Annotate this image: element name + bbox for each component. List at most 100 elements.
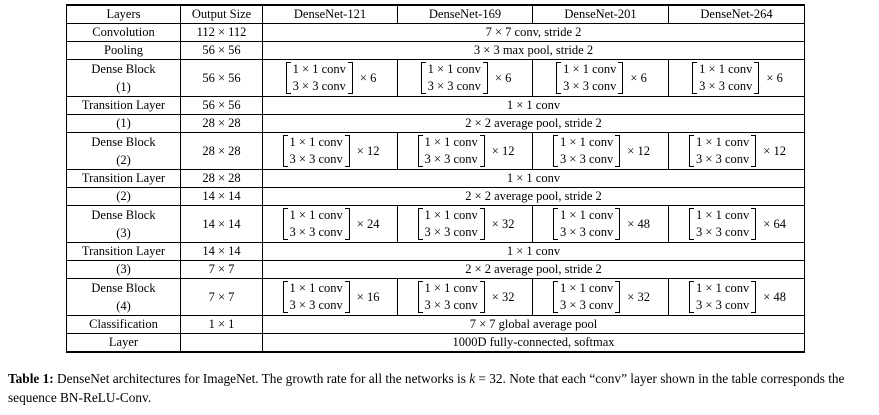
layer-label-index: (3) bbox=[66, 260, 181, 279]
header-layers: Layers bbox=[66, 4, 181, 24]
block-multiplier: × 12 bbox=[491, 143, 515, 158]
output-size: 14 × 14 bbox=[180, 187, 263, 206]
output-size: 14 × 14 bbox=[180, 205, 263, 243]
dense-block-spec: 1 × 1 conv 3 × 3 conv × 6 bbox=[554, 61, 647, 95]
block-op-1x1: 1 × 1 conv bbox=[696, 135, 750, 149]
bracket-group: 1 × 1 conv 3 × 3 conv bbox=[416, 134, 487, 168]
layer-label-name: Dense Block bbox=[91, 281, 156, 295]
output-size: 28 × 28 bbox=[180, 132, 263, 170]
block-op-3x3: 3 × 3 conv bbox=[696, 152, 750, 166]
block-op-3x3: 3 × 3 conv bbox=[696, 298, 750, 312]
layer-label-cont: Layer bbox=[66, 333, 181, 353]
block-op-3x3: 3 × 3 conv bbox=[289, 152, 343, 166]
block-cell: 1 × 1 conv 3 × 3 conv × 64 bbox=[668, 205, 805, 243]
output-size: 1 × 1 bbox=[180, 315, 263, 334]
block-cell: 1 × 1 conv 3 × 3 conv × 32 bbox=[397, 278, 533, 316]
block-multiplier: × 32 bbox=[627, 289, 650, 304]
block-op-1x1: 1 × 1 conv bbox=[699, 62, 753, 76]
header-densenet-169: DenseNet-169 bbox=[397, 4, 533, 24]
layer-label: Dense Block (3) bbox=[66, 205, 181, 243]
header-row: Layers Output Size DenseNet-121 DenseNet… bbox=[66, 4, 805, 24]
caption-label: Table 1: bbox=[8, 371, 54, 386]
block-op-3x3: 3 × 3 conv bbox=[424, 152, 478, 166]
layer-label: Transition Layer bbox=[66, 242, 181, 261]
table-row-classification-pool: Classification 1 × 1 7 × 7 global averag… bbox=[66, 315, 805, 334]
layer-desc: 1 × 1 conv bbox=[262, 96, 805, 115]
layer-label-name: Dense Block bbox=[91, 208, 156, 222]
block-op-3x3: 3 × 3 conv bbox=[560, 152, 614, 166]
block-multiplier: × 64 bbox=[763, 216, 786, 231]
layer-label-index: (1) bbox=[116, 80, 131, 94]
layer-label: Transition Layer bbox=[66, 169, 181, 188]
block-op-3x3: 3 × 3 conv bbox=[696, 225, 750, 239]
block-op-1x1: 1 × 1 conv bbox=[424, 281, 478, 295]
bracket-group: 1 × 1 conv 3 × 3 conv bbox=[281, 280, 352, 314]
block-op-1x1: 1 × 1 conv bbox=[292, 62, 346, 76]
block-cell: 1 × 1 conv 3 × 3 conv × 6 bbox=[262, 59, 398, 97]
dense-block-spec: 1 × 1 conv 3 × 3 conv × 12 bbox=[281, 134, 380, 168]
layer-desc: 1000D fully-connected, softmax bbox=[262, 333, 805, 353]
header-densenet-201: DenseNet-201 bbox=[532, 4, 669, 24]
bracket-group: 1 × 1 conv 3 × 3 conv bbox=[416, 207, 487, 241]
layer-desc: 2 × 2 average pool, stride 2 bbox=[262, 187, 805, 206]
block-multiplier: × 6 bbox=[494, 70, 512, 85]
dense-block-spec: 1 × 1 conv 3 × 3 conv × 48 bbox=[687, 280, 786, 314]
table-row-dense-block-3: Dense Block (3) 14 × 14 1 × 1 conv 3 × 3 … bbox=[66, 205, 805, 243]
layer-label: Dense Block (4) bbox=[66, 278, 181, 316]
block-multiplier: × 12 bbox=[356, 143, 380, 158]
bracket-group: 1 × 1 conv 3 × 3 conv bbox=[551, 280, 622, 314]
table-row-pooling: Pooling 56 × 56 3 × 3 max pool, stride 2 bbox=[66, 41, 805, 60]
table-row-transition-3-pool: (3) 7 × 7 2 × 2 average pool, stride 2 bbox=[66, 260, 805, 279]
block-op-1x1: 1 × 1 conv bbox=[289, 208, 343, 222]
block-op-1x1: 1 × 1 conv bbox=[427, 62, 481, 76]
block-multiplier: × 16 bbox=[356, 289, 380, 304]
block-cell: 1 × 1 conv 3 × 3 conv × 32 bbox=[532, 278, 669, 316]
block-op-1x1: 1 × 1 conv bbox=[560, 281, 614, 295]
layer-desc: 3 × 3 max pool, stride 2 bbox=[262, 41, 805, 60]
layer-desc: 1 × 1 conv bbox=[262, 242, 805, 261]
layer-desc: 7 × 7 conv, stride 2 bbox=[262, 23, 805, 42]
dense-block-spec: 1 × 1 conv 3 × 3 conv × 6 bbox=[284, 61, 376, 95]
block-op-1x1: 1 × 1 conv bbox=[424, 208, 478, 222]
dense-block-spec: 1 × 1 conv 3 × 3 conv × 16 bbox=[281, 280, 380, 314]
block-op-1x1: 1 × 1 conv bbox=[424, 135, 478, 149]
layer-label: Transition Layer bbox=[66, 96, 181, 115]
layer-label-index: (2) bbox=[66, 187, 181, 206]
bracket-group: 1 × 1 conv 3 × 3 conv bbox=[551, 207, 622, 241]
dense-block-spec: 1 × 1 conv 3 × 3 conv × 12 bbox=[687, 134, 786, 168]
block-cell: 1 × 1 conv 3 × 3 conv × 48 bbox=[532, 205, 669, 243]
block-cell: 1 × 1 conv 3 × 3 conv × 6 bbox=[532, 59, 669, 97]
bracket-group: 1 × 1 conv 3 × 3 conv bbox=[416, 280, 487, 314]
output-size: 7 × 7 bbox=[180, 260, 263, 279]
table-row-transition-3-conv: Transition Layer 14 × 14 1 × 1 conv bbox=[66, 242, 805, 261]
block-op-3x3: 3 × 3 conv bbox=[699, 79, 753, 93]
block-op-3x3: 3 × 3 conv bbox=[560, 225, 614, 239]
bracket-group: 1 × 1 conv 3 × 3 conv bbox=[419, 61, 490, 95]
table-row-transition-2-pool: (2) 14 × 14 2 × 2 average pool, stride 2 bbox=[66, 187, 805, 206]
table-row-dense-block-1: Dense Block (1) 56 × 56 1 × 1 conv 3 × 3 … bbox=[66, 59, 805, 97]
dense-block-spec: 1 × 1 conv 3 × 3 conv × 32 bbox=[416, 280, 515, 314]
layer-label-index: (4) bbox=[116, 299, 131, 313]
block-multiplier: × 6 bbox=[630, 70, 647, 85]
block-multiplier: × 32 bbox=[491, 289, 515, 304]
output-size: 7 × 7 bbox=[180, 278, 263, 316]
table-caption: Table 1: DenseNet architectures for Imag… bbox=[8, 369, 874, 407]
layer-label-name: Dense Block bbox=[91, 62, 156, 76]
block-op-3x3: 3 × 3 conv bbox=[289, 225, 343, 239]
dense-block-spec: 1 × 1 conv 3 × 3 conv × 24 bbox=[281, 207, 379, 241]
dense-block-spec: 1 × 1 conv 3 × 3 conv × 32 bbox=[551, 280, 650, 314]
caption-text-after: = 32. Note that each “conv” layer shown … bbox=[8, 371, 845, 405]
dense-block-spec: 1 × 1 conv 3 × 3 conv × 12 bbox=[551, 134, 650, 168]
layer-label: Dense Block (2) bbox=[66, 132, 181, 170]
block-cell: 1 × 1 conv 3 × 3 conv × 12 bbox=[668, 132, 805, 170]
dense-block-spec: 1 × 1 conv 3 × 3 conv × 32 bbox=[416, 207, 514, 241]
block-multiplier: × 12 bbox=[627, 143, 650, 158]
block-op-3x3: 3 × 3 conv bbox=[563, 79, 617, 93]
bracket-group: 1 × 1 conv 3 × 3 conv bbox=[281, 134, 352, 168]
layer-desc: 2 × 2 average pool, stride 2 bbox=[262, 114, 805, 133]
block-cell: 1 × 1 conv 3 × 3 conv × 12 bbox=[262, 132, 398, 170]
layer-label: Convolution bbox=[66, 23, 181, 42]
block-op-3x3: 3 × 3 conv bbox=[292, 79, 346, 93]
block-op-3x3: 3 × 3 conv bbox=[560, 298, 614, 312]
